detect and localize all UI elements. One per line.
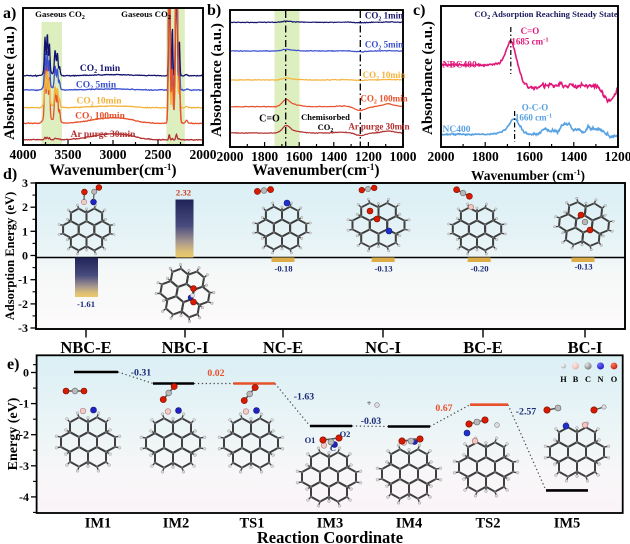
svg-text:+: +	[367, 398, 372, 408]
svg-text:-1.61: -1.61	[77, 299, 95, 309]
svg-text:N: N	[598, 375, 604, 384]
svg-text:IM2: IM2	[163, 516, 190, 532]
svg-text:BC-I: BC-I	[568, 338, 603, 357]
svg-text:1800: 1800	[251, 149, 278, 164]
svg-text:-2: -2	[18, 297, 28, 311]
svg-text:Ar purge 30min: Ar purge 30min	[71, 130, 136, 140]
svg-text:IM3: IM3	[317, 516, 344, 532]
svg-text:CO2 10min: CO2 10min	[363, 70, 406, 82]
svg-text:1000: 1000	[390, 149, 417, 164]
svg-text:NC-I: NC-I	[365, 338, 401, 357]
svg-text:2000: 2000	[217, 149, 244, 164]
svg-text:3: 3	[22, 176, 28, 190]
svg-text:Wavenumber(cm-1): Wavenumber(cm-1)	[252, 162, 379, 179]
svg-text:NC-E: NC-E	[263, 338, 303, 357]
svg-text:d): d)	[3, 166, 17, 183]
svg-text:-0.20: -0.20	[470, 264, 489, 274]
svg-text:NBC-I: NBC-I	[162, 338, 209, 357]
svg-text:3000: 3000	[100, 147, 127, 162]
svg-text:2000: 2000	[190, 147, 217, 162]
svg-text:NBC-E: NBC-E	[60, 338, 111, 357]
svg-text:C=O: C=O	[521, 26, 540, 36]
svg-text:O-C-O: O-C-O	[522, 103, 549, 113]
svg-text:4000: 4000	[10, 147, 37, 162]
svg-text:0.02: 0.02	[207, 368, 224, 379]
svg-text:-0.31: -0.31	[131, 368, 152, 379]
svg-text:-1: -1	[19, 397, 29, 411]
svg-text:IM1: IM1	[85, 516, 112, 532]
svg-text:-0.13: -0.13	[574, 262, 593, 272]
svg-text:Energy (eV): Energy (eV)	[6, 397, 21, 470]
svg-text:NC400: NC400	[443, 125, 471, 135]
svg-text:NBC400: NBC400	[443, 61, 478, 71]
svg-text:CO2 1min: CO2 1min	[365, 11, 403, 23]
svg-text:-0.03: -0.03	[361, 416, 382, 427]
svg-text:1685 cm-1: 1685 cm-1	[511, 37, 548, 47]
svg-text:1660 cm-1: 1660 cm-1	[515, 113, 552, 123]
svg-text:Wavenumber(cm-1): Wavenumber(cm-1)	[49, 162, 176, 179]
svg-text:e): e)	[7, 356, 19, 373]
svg-text:CO2 Adsorption Reaching Steady: CO2 Adsorption Reaching Steady State	[474, 9, 618, 21]
svg-text:Absorbance (a.u.): Absorbance (a.u.)	[2, 26, 18, 140]
svg-text:C: C	[330, 443, 336, 453]
svg-text:1200: 1200	[355, 149, 382, 164]
svg-text:C: C	[585, 375, 591, 384]
svg-text:b): b)	[207, 2, 221, 19]
svg-text:C=O: C=O	[259, 114, 280, 125]
svg-text:0: 0	[23, 366, 29, 380]
svg-text:O1: O1	[305, 435, 316, 445]
svg-text:TS2: TS2	[476, 516, 501, 532]
svg-text:-1.63: -1.63	[294, 392, 315, 403]
svg-text:1400: 1400	[320, 149, 347, 164]
svg-text:CO2 5min: CO2 5min	[76, 81, 117, 92]
svg-text:TS1: TS1	[240, 516, 265, 532]
svg-text:2500: 2500	[145, 147, 172, 162]
svg-text:-0.18: -0.18	[274, 264, 293, 274]
svg-text:H: H	[560, 375, 567, 384]
svg-text:CO2 10min: CO2 10min	[77, 97, 123, 108]
svg-text:CO2: CO2	[318, 122, 334, 134]
svg-text:-1: -1	[18, 273, 28, 287]
svg-text:Adsorption Energy (eV): Adsorption Energy (eV)	[3, 192, 17, 320]
svg-text:2000: 2000	[428, 149, 455, 164]
svg-text:B: B	[573, 375, 579, 384]
svg-text:CO2 100min: CO2 100min	[360, 94, 407, 106]
svg-text:0: 0	[22, 249, 28, 263]
svg-text:1600: 1600	[286, 149, 313, 164]
svg-text:Absorbance (a.u.): Absorbance (a.u.)	[209, 23, 225, 137]
svg-text:0.67: 0.67	[435, 403, 452, 414]
svg-text:-2.57: -2.57	[516, 407, 537, 418]
svg-text:Absorbance (a.u.): Absorbance (a.u.)	[420, 21, 436, 135]
svg-text:3500: 3500	[55, 147, 82, 162]
svg-text:-3: -3	[19, 459, 29, 473]
svg-text:1400: 1400	[560, 149, 587, 164]
svg-text:Chemisorbed: Chemisorbed	[301, 112, 350, 122]
svg-text:IM5: IM5	[554, 516, 581, 532]
svg-text:CO2 5min: CO2 5min	[365, 40, 403, 52]
svg-text:Reaction Coordinate: Reaction Coordinate	[257, 528, 403, 544]
svg-text:c): c)	[413, 2, 425, 19]
svg-text:2.32: 2.32	[176, 188, 191, 198]
svg-text:a): a)	[3, 5, 16, 22]
svg-text:Wavenumber (cm-1): Wavenumber (cm-1)	[471, 168, 585, 183]
svg-text:1: 1	[22, 224, 28, 238]
svg-text:2: 2	[22, 200, 28, 214]
svg-text:1600: 1600	[516, 149, 543, 164]
svg-text:Gaseous CO2: Gaseous CO2	[121, 9, 171, 21]
svg-text:1800: 1800	[472, 149, 499, 164]
svg-text:-0.13: -0.13	[374, 264, 393, 274]
svg-text:CO2 100min: CO2 100min	[75, 112, 125, 123]
svg-text:-4: -4	[19, 490, 29, 504]
svg-text:BC-E: BC-E	[463, 338, 502, 357]
svg-text:1200: 1200	[605, 149, 630, 164]
svg-text:IM4: IM4	[396, 516, 423, 532]
svg-text:O2: O2	[340, 429, 351, 439]
svg-text:-3: -3	[18, 321, 28, 335]
svg-text:CO2 1min: CO2 1min	[80, 64, 121, 75]
svg-text:Gaseous CO2: Gaseous CO2	[35, 9, 85, 21]
svg-text:O: O	[611, 375, 618, 384]
svg-text:Ar purge 30min: Ar purge 30min	[348, 122, 409, 132]
svg-text:-2: -2	[19, 428, 29, 442]
